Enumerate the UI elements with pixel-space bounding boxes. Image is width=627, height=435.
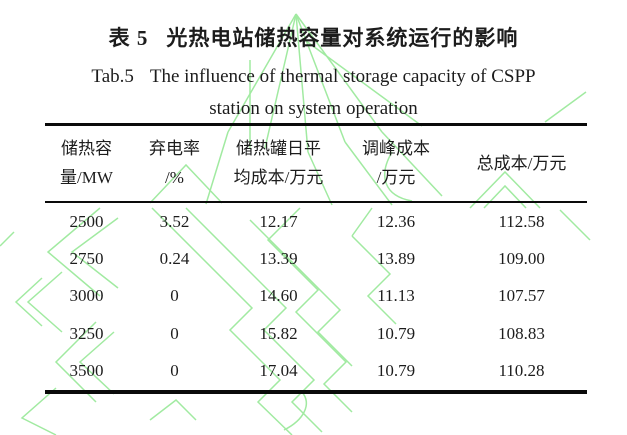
cell-peak-shaving-cost: 11.13 (377, 286, 415, 306)
cell-tank-daily-cost: 12.17 (259, 211, 298, 231)
cell-peak-shaving-cost: 10.79 (376, 361, 416, 381)
cell-tank-daily-cost: 14.60 (259, 286, 298, 306)
cell-storage-capacity: 2750 (69, 249, 104, 269)
header-line: /% (165, 168, 184, 187)
cell-curtailment-rate: 0.24 (159, 249, 190, 269)
header-line: 量/MW (60, 168, 113, 187)
table-number-en: Tab.5 (91, 66, 134, 87)
col-header-tank-daily-cost: 储热罐日平 均成本/万元 (221, 126, 336, 201)
col-header-curtailment-rate: 弃电率 /% (128, 126, 221, 201)
cell-peak-shaving-cost: 10.79 (376, 323, 416, 343)
cell-peak-shaving-cost: 13.89 (376, 249, 416, 269)
cell-total-cost: 110.28 (498, 361, 545, 381)
cell-curtailment-rate: 0 (170, 361, 179, 381)
cell-storage-capacity: 3500 (69, 361, 104, 381)
table-caption-zh: 光热电站储热容量对系统运行的影响 (166, 26, 519, 50)
col-header-total-cost: 总成本/万元 (456, 126, 587, 201)
header-line: /万元 (376, 168, 416, 187)
cell-curtailment-rate: 0 (170, 286, 179, 306)
cell-total-cost: 108.83 (498, 323, 545, 343)
table-body: 2500 3.52 12.17 12.36 112.58 2750 0.24 1… (45, 203, 587, 390)
cell-tank-daily-cost: 17.04 (259, 361, 298, 381)
cell-storage-capacity: 2500 (69, 211, 104, 231)
header-line: 储热容 (61, 139, 112, 158)
table-title-zh: 表 5 光热电站储热容量对系统运行的影响 (0, 24, 627, 52)
cell-tank-daily-cost: 15.82 (259, 323, 298, 343)
table-title-en-line1: Tab.5 The influence of thermal storage ca… (0, 62, 627, 92)
cell-storage-capacity: 3000 (69, 286, 104, 306)
col-header-peak-shaving-cost: 调峰成本 /万元 (336, 126, 456, 201)
header-line: 均成本/万元 (233, 168, 324, 187)
header-line: 储热罐日平 (236, 139, 321, 158)
data-table: 储热容 量/MW 弃电率 /% 储热罐日平 均成本/万元 调峰成本 /万元 总成… (45, 123, 587, 394)
header-line: 调峰成本 (362, 139, 430, 158)
table-header-row: 储热容 量/MW 弃电率 /% 储热罐日平 均成本/万元 调峰成本 /万元 总成… (45, 126, 587, 203)
cell-storage-capacity: 3250 (69, 323, 104, 343)
cell-curtailment-rate: 3.52 (159, 211, 190, 231)
table-caption-en: The influence of thermal storage capacit… (149, 66, 536, 87)
cell-curtailment-rate: 0 (170, 323, 179, 343)
cell-total-cost: 107.57 (498, 286, 545, 306)
table-number-zh: 表 5 (108, 26, 149, 50)
table-title-en-line2: station on system operation (209, 98, 418, 119)
header-line: 弃电率 (149, 139, 200, 158)
cell-peak-shaving-cost: 12.36 (376, 211, 416, 231)
cell-total-cost: 109.00 (498, 249, 545, 269)
cell-total-cost: 112.58 (498, 211, 545, 231)
header-line: 总成本/万元 (476, 153, 567, 173)
cell-tank-daily-cost: 13.39 (259, 249, 298, 269)
col-header-storage-capacity: 储热容 量/MW (45, 126, 128, 201)
